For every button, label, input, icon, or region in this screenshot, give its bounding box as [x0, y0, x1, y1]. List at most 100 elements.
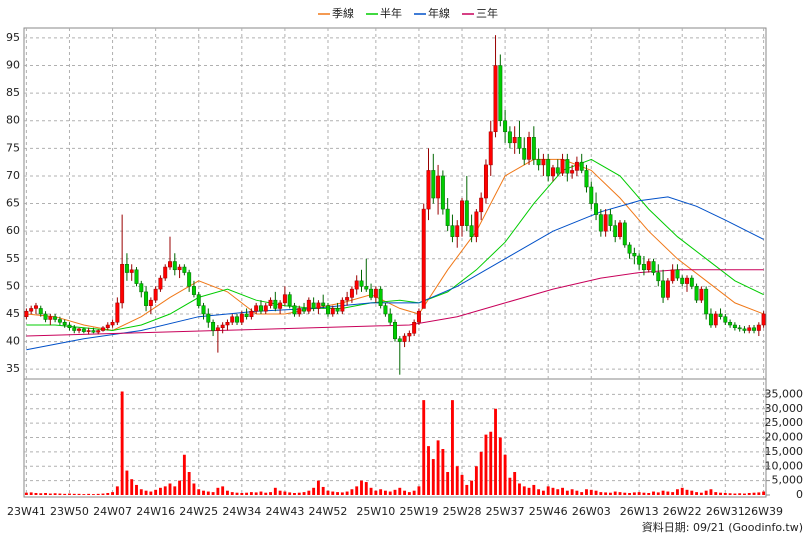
legend-label: 半年 — [380, 6, 402, 20]
candle-body — [747, 327, 752, 331]
volume-bar — [455, 466, 459, 495]
candle-body — [546, 159, 551, 177]
volume-bar — [197, 489, 201, 495]
candle-body — [67, 324, 72, 329]
volume-bar — [302, 492, 306, 495]
x-tick-label: 23W41 — [7, 505, 46, 518]
candle-body — [603, 214, 608, 232]
volume-bar — [618, 492, 622, 495]
volume-bar — [283, 491, 287, 495]
volume-bar — [671, 492, 675, 495]
y-tick-label: 35 — [6, 362, 20, 375]
volume-bar — [479, 451, 483, 495]
volume-bar — [470, 480, 474, 495]
candle-body — [637, 255, 642, 265]
candle-body — [632, 252, 637, 257]
candle-body — [268, 299, 273, 306]
candle-body — [397, 338, 402, 342]
y-tick-label: 55 — [6, 252, 20, 265]
volume-bar — [427, 446, 430, 495]
candle-body — [431, 170, 436, 199]
candle-body — [584, 170, 589, 188]
volume-bar — [465, 484, 469, 495]
candle-body — [699, 288, 704, 301]
volume-bar — [364, 482, 368, 495]
volume-bar — [321, 486, 325, 495]
volume-bar — [336, 492, 339, 495]
candle-body — [364, 286, 369, 290]
volume-bar — [608, 492, 612, 495]
candle-body — [235, 316, 239, 323]
volume-bar — [561, 487, 564, 495]
volume-tick-label: 15,000 — [765, 445, 804, 458]
candle-body — [560, 159, 565, 174]
volume-bar — [106, 492, 110, 495]
volume-bar — [259, 491, 263, 495]
candle-body — [311, 302, 316, 309]
volume-tick-label: 0 — [796, 488, 803, 501]
volume-bar — [685, 489, 689, 495]
candle-body — [326, 305, 330, 315]
candle-body — [230, 316, 235, 323]
candle-body — [713, 313, 718, 326]
x-tick-label: 25W37 — [486, 505, 525, 518]
candle-body — [278, 302, 283, 309]
volume-bar — [63, 493, 67, 495]
candle-body — [287, 294, 292, 306]
x-tick-label: 25W10 — [356, 505, 395, 518]
volume-bar — [436, 440, 440, 495]
volume-bar — [192, 483, 196, 495]
volume-bar — [245, 492, 249, 495]
candle-body — [527, 137, 532, 160]
volume-bar — [489, 431, 493, 495]
volume-bar — [24, 492, 28, 495]
volume-bar — [661, 490, 665, 495]
volume-bar — [316, 480, 320, 495]
x-tick-label: 26W03 — [572, 505, 611, 518]
candle-body — [373, 288, 378, 298]
candle-body — [24, 310, 29, 317]
y-tick-label: 75 — [6, 141, 20, 154]
volume-tick-label: 35,000 — [765, 387, 804, 400]
candle-body — [77, 328, 82, 331]
candle-body — [488, 131, 493, 166]
legend-label: 三年 — [476, 6, 498, 20]
candle-body — [460, 200, 464, 226]
candle-body — [618, 222, 622, 237]
candle-body — [641, 264, 646, 271]
volume-bar — [355, 486, 359, 495]
candle-body — [38, 308, 43, 315]
candle-body — [182, 266, 187, 273]
volume-bar — [254, 492, 258, 495]
volume-bar — [369, 487, 373, 495]
volume-bar — [412, 490, 416, 495]
candle-body — [211, 321, 216, 331]
volume-bar — [666, 491, 670, 495]
x-tick-label: 24W16 — [136, 505, 175, 518]
candle-body — [402, 335, 407, 342]
x-tick-label: 26W39 — [744, 505, 783, 518]
volume-bar — [96, 493, 100, 495]
candle-body — [665, 280, 670, 298]
y-tick-label: 60 — [6, 224, 20, 237]
candle-body — [91, 330, 96, 333]
x-tick-label: 24W07 — [93, 505, 132, 518]
candle-body — [187, 272, 192, 287]
volume-bar — [149, 491, 153, 495]
candle-body — [661, 280, 666, 298]
volume-bar — [508, 477, 512, 495]
volume-bar — [403, 490, 407, 495]
volume-tick-label: 5,000 — [772, 474, 804, 487]
candle-body — [541, 159, 546, 166]
ma-line — [26, 269, 764, 337]
candle-body — [273, 299, 278, 309]
volume-tick-label: 25,000 — [765, 416, 804, 429]
volume-bar — [68, 493, 71, 495]
candle-body — [689, 277, 694, 287]
volume-bar — [216, 487, 220, 495]
volume-bar — [704, 490, 708, 495]
candle-body — [378, 288, 383, 306]
candle-body — [115, 302, 120, 323]
volume-bar — [422, 400, 426, 495]
volume-bar — [728, 493, 732, 495]
